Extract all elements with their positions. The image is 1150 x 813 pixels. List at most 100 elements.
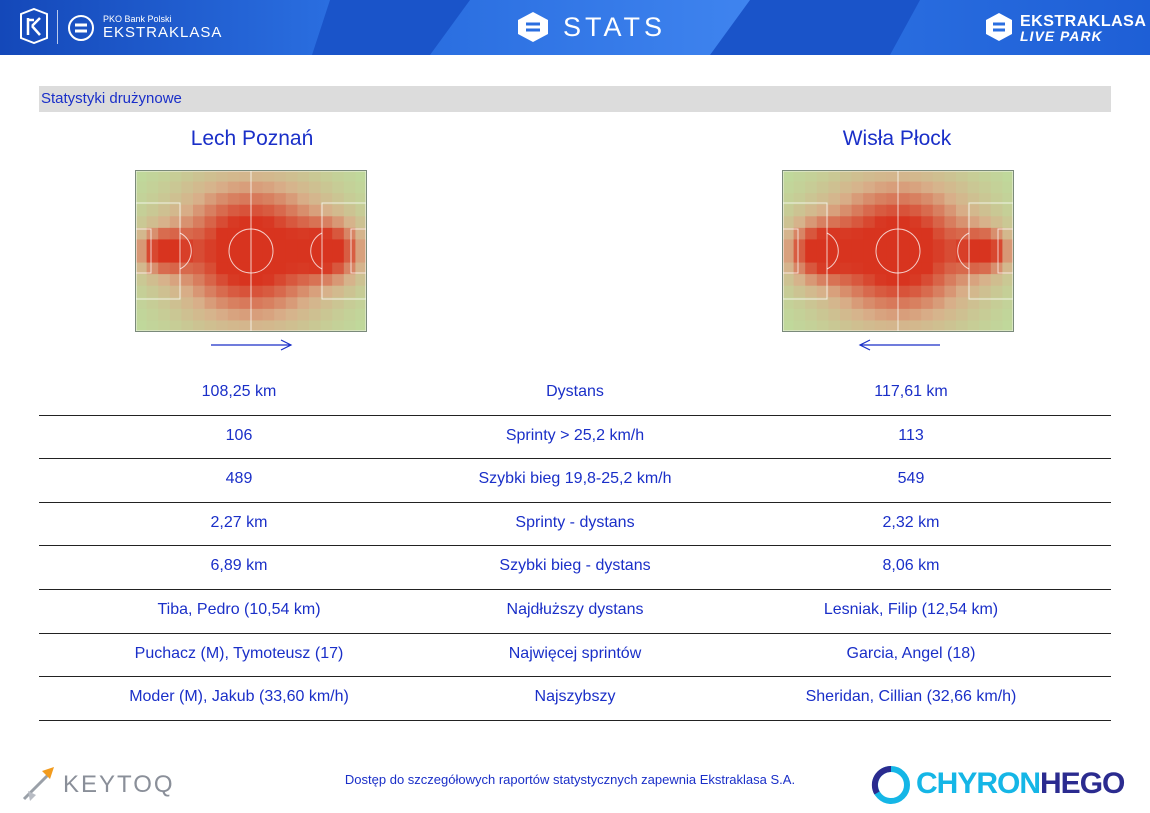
heatmap-cell	[355, 170, 367, 183]
heatmap-cell	[320, 320, 333, 332]
heatmap-cell	[932, 227, 945, 240]
heatmap-cell	[1002, 274, 1014, 287]
heatmap-cell	[169, 251, 182, 264]
heatmap-cell	[355, 227, 367, 240]
heatmap-cell	[251, 193, 264, 206]
pitch-border	[782, 170, 1014, 332]
pko-bank-label: PKO Bank Polski	[103, 14, 172, 24]
heatmap-cell	[355, 320, 367, 332]
heatmap-cell	[146, 227, 159, 240]
heatmap-cell	[309, 251, 322, 264]
heatmap-cell	[944, 251, 957, 264]
heatmap-cell	[793, 216, 806, 229]
heatmap-cell	[193, 216, 206, 229]
heatmap-cell	[239, 170, 252, 183]
heatmap-cell	[297, 285, 310, 298]
heatmap-cell	[169, 181, 182, 194]
heatmap-cell	[262, 216, 275, 229]
heatmap-cell	[274, 227, 287, 240]
heatmap-cell	[181, 285, 194, 298]
heatmap-cell	[146, 239, 159, 252]
heatmap-cell	[979, 285, 992, 298]
heatmap-cell	[239, 320, 252, 332]
heatmap-cell	[840, 297, 853, 310]
heatmap-cell	[285, 204, 298, 217]
arrow-right-icon	[211, 339, 293, 351]
hego-part: HEGO	[1040, 767, 1125, 800]
keytoq-logo-icon	[22, 767, 54, 801]
heatmap-cell	[204, 193, 217, 206]
stat-label: Szybki bieg 19,8-25,2 km/h	[478, 470, 672, 488]
heatmap-cell	[320, 204, 333, 217]
heatmap-cell	[921, 193, 934, 206]
heatmap-cell	[181, 320, 194, 332]
heatmap-cell	[332, 227, 345, 240]
heatmap-cell	[181, 227, 194, 240]
heatmap-cell	[251, 216, 264, 229]
heatmap-cell	[967, 227, 980, 240]
heatmap-cell	[343, 193, 356, 206]
heatmap-cell	[793, 239, 806, 252]
heatmap-cell	[805, 170, 818, 183]
home-team-name: Lech Poznań	[190, 127, 314, 150]
heatmap-cell	[158, 181, 171, 194]
heatmap-cell	[262, 193, 275, 206]
heatmap-cell	[158, 320, 171, 332]
heatmap-cell	[146, 320, 159, 332]
heatmap-cell	[227, 320, 240, 332]
heatmap-cell	[840, 285, 853, 298]
heatmap-cell	[146, 170, 159, 183]
heatmap-cell	[816, 181, 829, 194]
heatmap-cell	[874, 262, 887, 275]
heatmap-cell	[967, 204, 980, 217]
heatmap-cell	[863, 227, 876, 240]
heatmap-cell	[227, 274, 240, 287]
heatmap-cell	[320, 216, 333, 229]
heatmap-cell	[239, 181, 252, 194]
heatmap-cell	[921, 320, 934, 332]
heatmap-cell	[320, 262, 333, 275]
home-value: Puchacz (M), Tymoteusz (17)	[134, 644, 344, 662]
heatmap-cell	[1002, 262, 1014, 275]
heatmap-cell	[990, 297, 1003, 310]
heatmap-cell	[782, 216, 795, 229]
stat-label: Sprinty - dystans	[515, 513, 635, 531]
heatmap-cell	[297, 227, 310, 240]
heatmap-cell	[944, 181, 957, 194]
heatmap-cell	[285, 320, 298, 332]
away-value: Lesniak, Filip (12,54 km)	[823, 600, 999, 618]
heatmap-cell	[262, 204, 275, 217]
heatmap-cell	[840, 239, 853, 252]
heatmap-cell	[886, 216, 899, 229]
heatmap-cell	[251, 320, 264, 332]
table-row: 2,27 km Sprinty - dystans 2,32 km	[39, 503, 1111, 547]
heatmap-cell	[146, 262, 159, 275]
heatmap-cell	[932, 320, 945, 332]
heatmap-cell	[158, 239, 171, 252]
heatmap-cell	[297, 239, 310, 252]
heatmap-cell	[274, 262, 287, 275]
heatmap-cell	[921, 170, 934, 183]
heatmap-cell	[863, 274, 876, 287]
heatmap-cell	[146, 308, 159, 321]
heatmap-cell	[874, 320, 887, 332]
heatmap-cell	[135, 308, 148, 321]
heatmap-cell	[297, 181, 310, 194]
heatmap-cell	[193, 274, 206, 287]
heatmap-cell	[239, 216, 252, 229]
heatmap-cell	[320, 308, 333, 321]
heatmap-cell	[805, 251, 818, 264]
heatmap-cell	[840, 274, 853, 287]
section-title: Statystyki drużynowe	[41, 90, 182, 107]
stat-label: Dystans	[546, 383, 604, 400]
live-park-line2: LIVE PARK	[1020, 28, 1103, 44]
heatmap-cell	[251, 181, 264, 194]
heatmap-cell	[204, 308, 217, 321]
heatmap-cell	[909, 308, 922, 321]
stats-logo-icon	[518, 12, 548, 42]
heatmap-cell	[816, 285, 829, 298]
arrow-left-icon	[858, 339, 940, 351]
heatmap-cell	[320, 274, 333, 287]
heatmap-cell	[216, 297, 229, 310]
heatmap-cell	[1002, 251, 1014, 264]
